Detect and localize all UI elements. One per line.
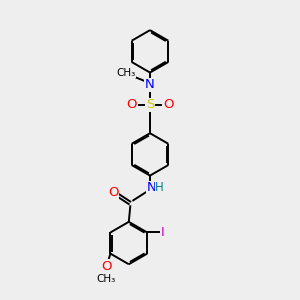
Text: H: H <box>155 182 164 194</box>
Text: CH₃: CH₃ <box>116 68 136 78</box>
Text: O: O <box>101 260 112 272</box>
Text: O: O <box>163 98 173 111</box>
Text: N: N <box>145 78 155 92</box>
Text: I: I <box>160 226 164 239</box>
Text: O: O <box>127 98 137 111</box>
Text: CH₃: CH₃ <box>97 274 116 284</box>
Text: S: S <box>146 98 154 111</box>
Text: O: O <box>108 186 119 199</box>
Text: N: N <box>147 182 156 194</box>
